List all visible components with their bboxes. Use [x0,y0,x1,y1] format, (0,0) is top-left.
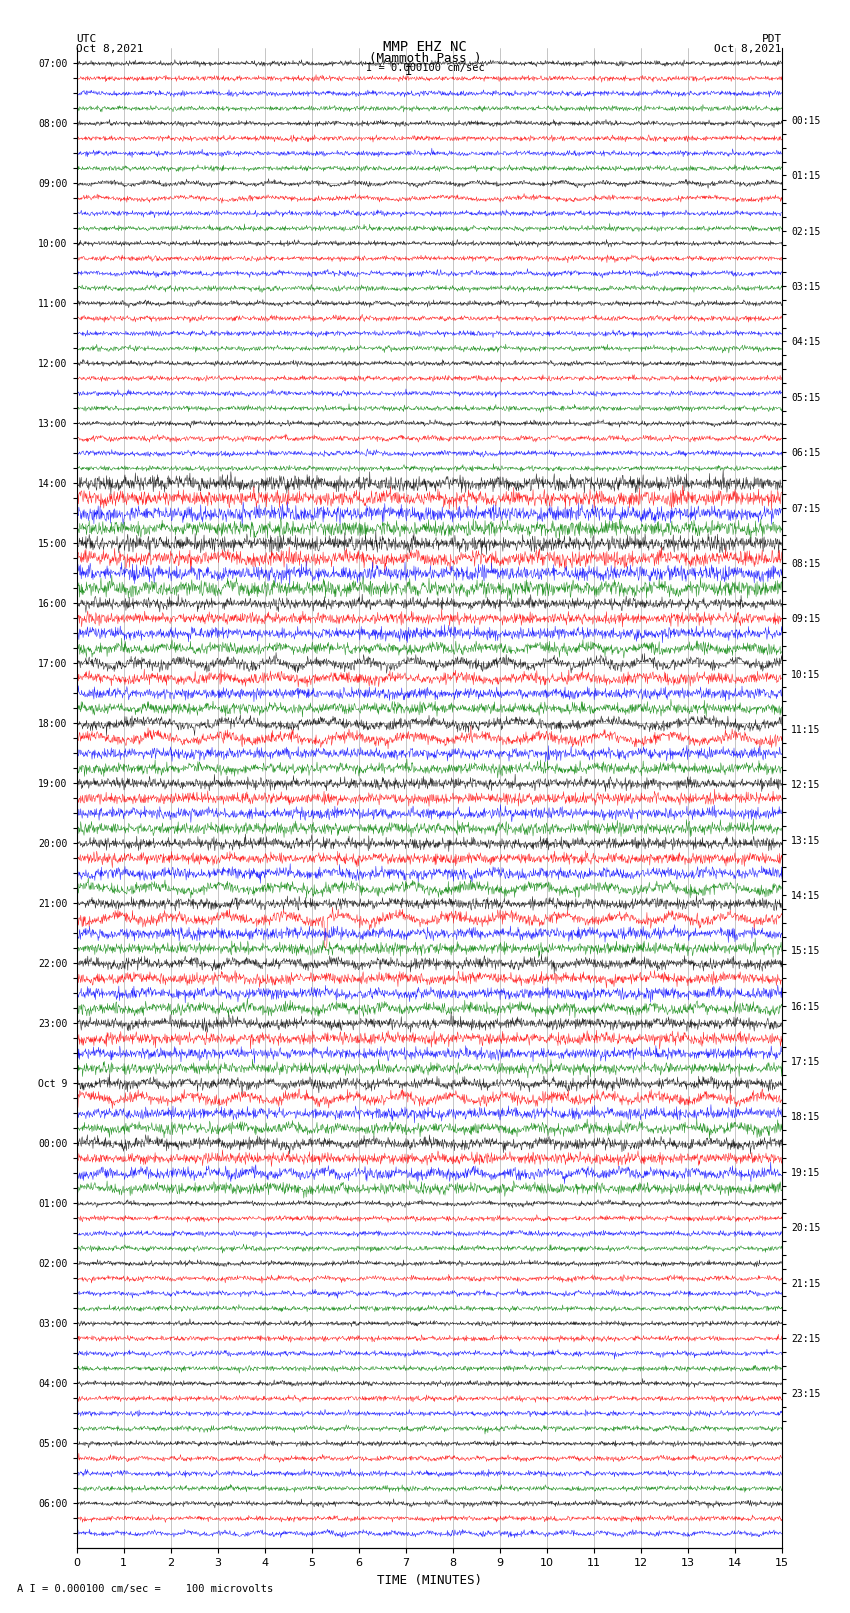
Text: MMP EHZ NC: MMP EHZ NC [383,40,467,55]
Text: UTC: UTC [76,34,97,44]
Text: Oct 8,2021: Oct 8,2021 [76,44,144,53]
Text: Oct 8,2021: Oct 8,2021 [715,44,782,53]
Text: I: I [405,65,411,77]
X-axis label: TIME (MINUTES): TIME (MINUTES) [377,1574,482,1587]
Text: PDT: PDT [762,34,782,44]
Text: (Mammoth Pass ): (Mammoth Pass ) [369,52,481,65]
Text: I = 0.000100 cm/sec: I = 0.000100 cm/sec [366,63,484,73]
Text: A I = 0.000100 cm/sec =    100 microvolts: A I = 0.000100 cm/sec = 100 microvolts [17,1584,273,1594]
